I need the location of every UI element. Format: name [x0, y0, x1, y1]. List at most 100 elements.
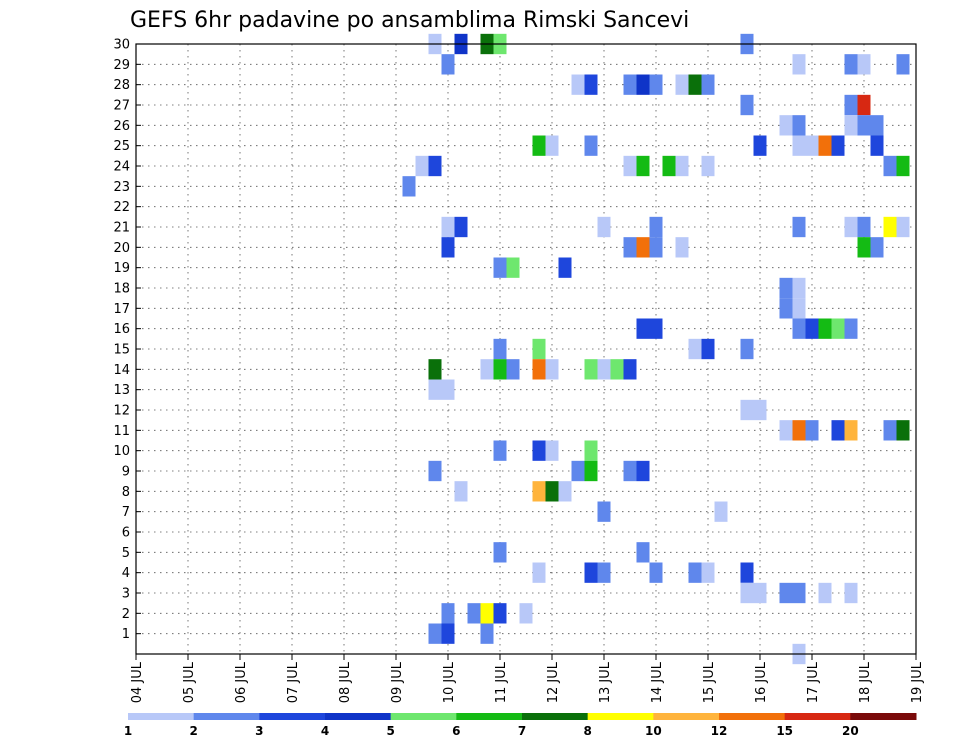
- heatmap-cells: [402, 33, 910, 665]
- y-tick-label: 10: [113, 444, 130, 459]
- heatmap-cell: [558, 481, 572, 502]
- heatmap-cell: [597, 501, 611, 522]
- heatmap-cell: [779, 298, 793, 319]
- heatmap-cell: [610, 359, 624, 380]
- heatmap-cell: [545, 359, 559, 380]
- heatmap-cell: [844, 94, 858, 116]
- x-tick-label: 04 JUL: [130, 661, 145, 703]
- heatmap-cell: [584, 562, 598, 583]
- heatmap-cell: [857, 237, 871, 258]
- heatmap-cell: [831, 318, 845, 339]
- heatmap-cell: [701, 155, 715, 177]
- heatmap-cell: [571, 74, 585, 95]
- heatmap-cell: [883, 155, 897, 177]
- heatmap-cell: [545, 440, 559, 461]
- heatmap-cell: [545, 135, 559, 156]
- y-tick-label: 17: [113, 302, 130, 317]
- colorbar-swatch: [390, 713, 457, 720]
- y-tick-label: 6: [122, 526, 130, 541]
- heatmap-cell: [675, 237, 689, 258]
- y-tick-label: 4: [122, 566, 130, 581]
- heatmap-cell: [506, 359, 520, 380]
- heatmap-cell: [792, 420, 806, 441]
- heatmap-cell: [831, 135, 845, 156]
- heatmap-cell: [792, 216, 806, 238]
- heatmap-cell: [792, 135, 806, 156]
- x-tick-label: 07 JUL: [286, 661, 301, 703]
- heatmap-cell: [649, 562, 663, 583]
- y-tick-label: 28: [113, 78, 130, 93]
- heatmap-cell: [870, 135, 884, 156]
- y-tick-label: 11: [113, 424, 130, 439]
- heatmap-cell: [623, 155, 637, 177]
- heatmap-cell: [896, 54, 910, 75]
- heatmap-cell: [493, 338, 507, 360]
- heatmap-cell: [675, 74, 689, 95]
- heatmap-cell: [714, 501, 728, 522]
- heatmap-cell: [493, 257, 507, 278]
- heatmap-cell: [870, 115, 884, 136]
- heatmap-cell: [857, 54, 871, 75]
- colorbar-swatch: [193, 713, 260, 720]
- heatmap-cell: [493, 603, 507, 624]
- y-tick-label: 18: [113, 282, 130, 297]
- heatmap-cell: [805, 420, 819, 441]
- heatmap-cell: [532, 135, 546, 156]
- heatmap-cell: [649, 237, 663, 258]
- heatmap-cell: [649, 216, 663, 238]
- y-tick-label: 5: [122, 546, 130, 561]
- y-tick-label: 19: [113, 261, 130, 276]
- y-tick-label: 24: [113, 160, 130, 175]
- colorbar-swatch: [325, 713, 392, 720]
- x-tick-label: 11 JUL: [494, 661, 509, 703]
- y-tick-label: 1: [122, 627, 130, 642]
- colorbar-swatch: [128, 713, 195, 720]
- heatmap-cell: [753, 135, 767, 156]
- heatmap-cell: [857, 216, 871, 238]
- heatmap-cell: [688, 562, 702, 583]
- heatmap-cell: [792, 318, 806, 339]
- heatmap-cell: [675, 155, 689, 177]
- heatmap-cell: [779, 420, 793, 441]
- colorbar-label: 4: [321, 724, 329, 738]
- y-tick-label: 13: [113, 383, 130, 398]
- heatmap-cell: [636, 460, 650, 482]
- heatmap-cell: [428, 623, 442, 644]
- heatmap-cell: [636, 318, 650, 339]
- y-tick-label: 12: [113, 404, 130, 419]
- heatmap-cell: [428, 460, 442, 482]
- heatmap-cell: [792, 298, 806, 319]
- colorbar-swatch: [522, 713, 589, 720]
- y-tick-label: 20: [113, 241, 130, 256]
- y-tick-label: 30: [113, 38, 130, 53]
- heatmap-cell: [441, 237, 455, 258]
- colorbar-swatch: [259, 713, 326, 720]
- x-tick-label: 12 JUL: [546, 661, 561, 703]
- heatmap-cell: [818, 318, 832, 339]
- heatmap-cell: [870, 237, 884, 258]
- heatmap-cell: [441, 603, 455, 624]
- x-tick-label: 14 JUL: [650, 661, 665, 703]
- heatmap-cell: [545, 481, 559, 502]
- colorbar-label: 7: [518, 724, 526, 738]
- x-tick-label: 19 JUL: [910, 661, 925, 703]
- heatmap-cell: [701, 562, 715, 583]
- heatmap-cell: [623, 460, 637, 482]
- heatmap-cell: [740, 399, 754, 421]
- colorbar-swatch: [456, 713, 523, 720]
- heatmap-cell: [688, 74, 702, 95]
- heatmap-cell: [532, 440, 546, 461]
- heatmap-cell: [623, 359, 637, 380]
- heatmap-cell: [480, 359, 494, 380]
- heatmap-cell: [597, 359, 611, 380]
- heatmap-cell: [844, 582, 858, 604]
- heatmap-cell: [792, 582, 806, 604]
- heatmap-cell: [805, 318, 819, 339]
- heatmap-cell: [844, 216, 858, 238]
- heatmap-cell: [584, 440, 598, 461]
- x-tick-label: 15 JUL: [702, 661, 717, 703]
- heatmap-cell: [701, 338, 715, 360]
- heatmap-cell: [753, 399, 767, 421]
- x-tick-label: 09 JUL: [390, 661, 405, 703]
- y-tick-label: 9: [122, 465, 130, 480]
